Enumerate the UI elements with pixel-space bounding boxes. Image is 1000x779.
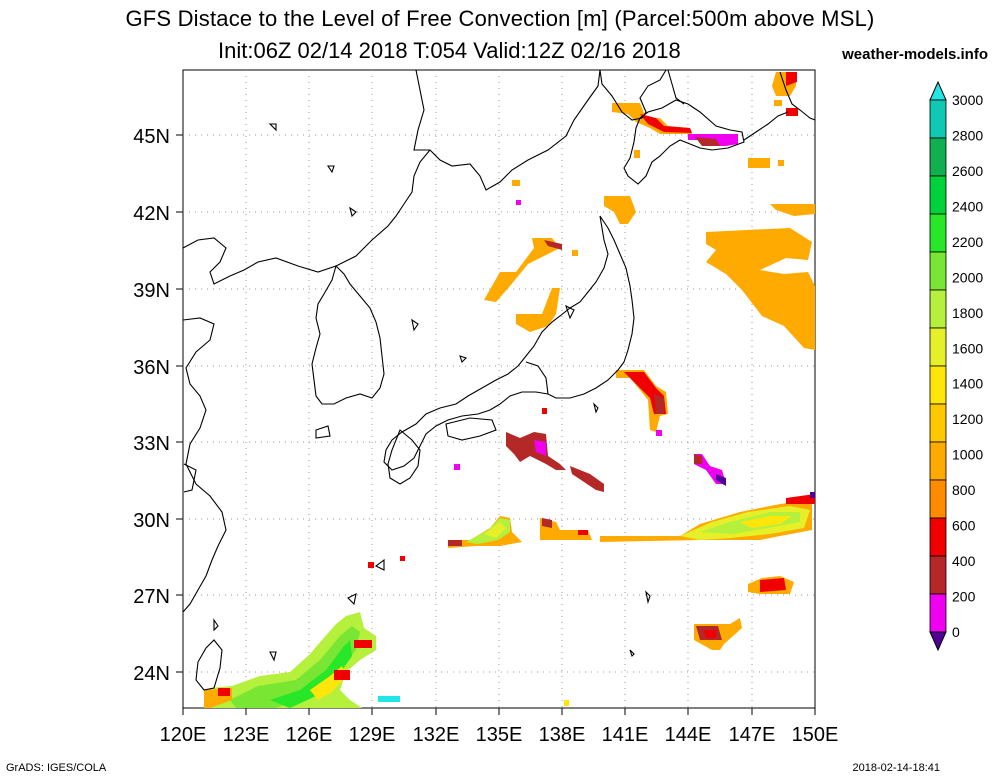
lfc-shading [204,72,815,708]
colorbar [929,80,947,652]
colorbar-swatch [929,365,947,405]
lon-label: 141E [602,724,649,746]
lat-label: 36N [133,357,170,379]
colorbar-swatch [929,213,947,253]
colorbar-swatch [929,327,947,367]
lon-labels: 120E 123E 126E 129E 132E 135E 138E 141E … [160,724,839,746]
colorbar-swatch [929,479,947,519]
lon-label: 132E [413,724,460,746]
site-credit: weather-models.info [842,46,988,63]
footer-software: GrADS: IGES/COLA [6,762,107,774]
axis-ticks [176,134,816,715]
colorbar-label: 400 [952,553,976,569]
lon-label: 123E [223,724,270,746]
coastlines [182,69,816,691]
colorbar-label: 2800 [952,127,983,143]
colorbar-label: 2200 [952,234,983,250]
colorbar-label: 3000 [952,92,983,108]
colorbar-swatch [929,555,947,595]
colorbar-label: 800 [952,482,976,498]
lat-labels: 45N 42N 39N 36N 33N 30N 27N 24N [133,126,170,685]
colorbar-label: 1800 [952,305,983,321]
lon-label: 147E [729,724,776,746]
lat-label: 45N [133,126,170,148]
lat-label: 30N [133,510,170,532]
colorbar-label: 1200 [952,411,983,427]
lon-gridlines [245,70,753,708]
colorbar-swatch [929,175,947,215]
colorbar-label: 600 [952,518,976,534]
lon-label: 144E [665,724,712,746]
lon-label: 129E [349,724,396,746]
lon-label: 138E [539,724,586,746]
colorbar-labels: 3000280026002400220020001800160014001200… [952,92,983,640]
footer-timestamp: 2018-02-14-18:41 [852,762,940,774]
colorbar-label: 1400 [952,376,983,392]
colorbar-swatch [929,593,947,633]
colorbar-top-arrow [929,80,947,101]
lat-label: 27N [133,586,170,608]
lat-label: 24N [133,663,170,685]
lon-label: 135E [476,724,523,746]
lon-label: 150E [792,724,839,746]
colorbar-swatch [929,517,947,557]
colorbar-swatch [929,99,947,139]
lon-label: 126E [286,724,333,746]
colorbar-swatch [929,441,947,481]
lon-label: 120E [160,724,207,746]
colorbar-swatch [929,403,947,443]
lat-label: 33N [133,433,170,455]
colorbar-swatch [929,289,947,329]
colorbar-bottom-arrow [929,631,947,652]
colorbar-swatch [929,251,947,291]
chart-subtitle: Init:06Z 02/14 2018 T:054 Valid:12Z 02/1… [218,38,681,63]
lat-label: 42N [133,203,170,225]
colorbar-label: 2600 [952,163,983,179]
colorbar-label: 2000 [952,269,983,285]
colorbar-label: 1000 [952,447,983,463]
chart-title: GFS Distace to the Level of Free Convect… [125,6,875,31]
colorbar-label: 0 [952,624,960,640]
colorbar-swatch [929,137,947,177]
colorbar-label: 2400 [952,198,983,214]
lat-label: 39N [133,280,170,302]
colorbar-label: 200 [952,589,976,605]
colorbar-label: 1600 [952,340,983,356]
